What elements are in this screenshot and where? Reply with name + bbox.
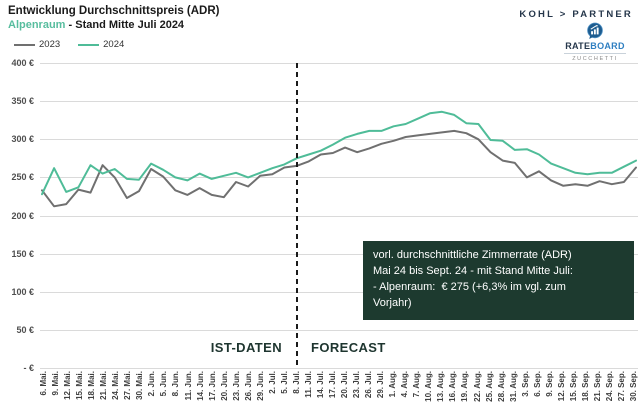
ist-daten-label: IST-DATEN xyxy=(210,340,282,355)
x-axis-tick-label: 12. Mai. xyxy=(63,371,73,400)
legend-item-2024: 2024 xyxy=(78,39,124,50)
x-axis-tick-label: 14. Jul. xyxy=(315,371,325,399)
x-axis-tick-label: 8. Jul. xyxy=(291,371,301,394)
x-axis-tick-label: 18. Sep. xyxy=(580,371,590,402)
x-axis-tick-label: 29. Jul. xyxy=(376,371,386,399)
x-axis-tick-label: 18. Mai. xyxy=(87,371,97,400)
x-axis-tick-label: 8. Jun. xyxy=(171,371,181,397)
x-axis-tick-label: 15. Sep. xyxy=(568,371,578,402)
rateboard-board-text: BOARD xyxy=(590,41,625,51)
legend-item-2023: 2023 xyxy=(14,39,60,50)
y-gridline xyxy=(40,368,638,369)
y-gridline xyxy=(40,139,638,141)
x-axis-tick-label: 15. Mai. xyxy=(75,371,85,400)
rateboard-rate-text: RATE xyxy=(565,41,591,51)
x-axis-tick-label: 10. Aug. xyxy=(424,371,434,402)
legend-line-swatch-2024 xyxy=(78,43,100,46)
legend-label-2024: 2024 xyxy=(103,39,125,50)
x-axis-tick-label: 2. Jul. xyxy=(267,371,277,394)
annotation-line: Mai 24 bis Sept. 24 - mit Stand Mitte Ju… xyxy=(373,265,573,278)
chart-legend: 2023 2024 xyxy=(14,39,124,50)
rateboard-logo: RATEBOARD ZUCCHETTI xyxy=(564,22,626,62)
x-axis-tick-label: 17. Jul. xyxy=(328,371,337,399)
x-axis-tick-label: 6. Sep. xyxy=(532,371,542,397)
series-layer xyxy=(41,110,637,208)
y-gridline xyxy=(40,291,638,293)
y-axis-tick-label: 50 € xyxy=(16,324,34,335)
x-axis-tick-label: 11. Jun. xyxy=(183,371,193,401)
x-axis-tick-label: 22. Aug. xyxy=(472,371,482,402)
x-axis-tick-label: 21. Sep. xyxy=(592,371,602,402)
series-line-2023 xyxy=(41,129,637,208)
y-axis-tick-label: 250 € xyxy=(11,172,34,183)
x-axis-tick-label: 3. Sep. xyxy=(520,371,530,397)
y-axis-tick-label: 100 € xyxy=(11,286,34,297)
x-axis-tick-label: 20. Jun. xyxy=(219,371,229,401)
y-gridline xyxy=(40,177,638,179)
chart-subtitle: Alpenraum - Stand Mitte Juli 2024 xyxy=(8,19,184,31)
x-axis-tick-label: 14. Jun. xyxy=(195,371,205,401)
y-gridline xyxy=(40,101,638,103)
x-axis-tick-label: 6. Mai. xyxy=(39,371,48,396)
y-gridline xyxy=(40,253,638,255)
x-axis-tick-label: 16. Aug. xyxy=(448,371,458,402)
x-axis-tick-label: 5. Jul. xyxy=(279,371,289,394)
chart-subtitle-region: Alpenraum xyxy=(8,19,66,31)
x-axis-tick-label: 19. Aug. xyxy=(460,371,470,402)
y-axis-tick-label: 400 € xyxy=(11,58,34,68)
x-axis-tick-label: 30. Mai. xyxy=(135,371,145,400)
y-axis-tick-label: 350 € xyxy=(11,96,34,107)
x-axis-tick-label: 4. Aug. xyxy=(400,371,410,398)
legend-line-swatch-2023 xyxy=(14,43,35,46)
series-line-2024 xyxy=(41,110,637,196)
x-axis-tick-label: 23. Jul. xyxy=(352,371,362,399)
x-axis-tick-label: 17. Jun. xyxy=(207,371,217,401)
y-gridline xyxy=(40,215,638,217)
x-axis-tick-label: 5. Jun. xyxy=(159,371,169,397)
annotation-line: vorl. durchschnittliche Zimmerrate (ADR) xyxy=(373,249,572,261)
chart-subtitle-rest: - Stand Mitte Juli 2024 xyxy=(65,19,185,31)
annotation-line: Vorjahr) xyxy=(373,297,412,310)
x-axis-tick-label: 27. Mai. xyxy=(123,371,133,400)
y-axis-tick-label: 300 € xyxy=(11,134,34,145)
rateboard-wordmark: RATEBOARD xyxy=(564,41,626,51)
forecast-divider-line xyxy=(295,63,298,367)
x-axis-tick-label: 26. Jul. xyxy=(364,371,374,399)
y-axis-tick-label: - € xyxy=(23,363,34,373)
kohl-partner-logo: KOHL > PARTNER xyxy=(519,9,633,20)
x-axis-tick-label: 2. Jun. xyxy=(147,371,157,397)
legend-label-2023: 2023 xyxy=(39,39,61,50)
x-axis-tick-label: 30. Sep. xyxy=(629,371,638,402)
x-axis-tick-label: 23. Jun. xyxy=(231,371,241,401)
x-axis-tick-label: 9. Mai. xyxy=(51,371,60,396)
x-axis-tick-label: 21. Mai. xyxy=(99,371,109,400)
x-axis-tick-label: 24. Sep. xyxy=(604,371,614,402)
x-axis-tick-label: 20. Jul. xyxy=(340,371,349,399)
x-axis-tick-label: 27. Sep. xyxy=(617,371,626,402)
x-axis-tick-label: 13. Aug. xyxy=(436,371,446,402)
x-axis-tick-label: 9. Sep. xyxy=(544,371,554,397)
x-axis-tick-label: 25. Aug. xyxy=(484,371,494,402)
x-axis-tick-label: 26. Jun. xyxy=(243,371,253,401)
x-axis-tick-label: 28. Aug. xyxy=(496,371,506,402)
y-gridline xyxy=(40,329,638,331)
annotation-box: vorl. durchschnittliche Zimmerrate (ADR)… xyxy=(363,241,634,320)
y-axis-tick-label: 200 € xyxy=(11,210,34,221)
chart-title: Entwicklung Durchschnittspreis (ADR) xyxy=(8,5,220,17)
zucchetti-label: ZUCCHETTI xyxy=(564,53,626,62)
x-axis-tick-label: 31. Aug. xyxy=(508,371,518,402)
x-axis-tick-label: 1. Aug. xyxy=(388,371,398,398)
y-gridline xyxy=(40,63,638,64)
x-axis-tick-label: 7. Aug. xyxy=(412,371,422,398)
x-axis-tick-label: 29. Jun. xyxy=(255,371,265,401)
x-axis-tick-label: 12. Sep. xyxy=(556,371,566,402)
x-axis-tick-label: 11. Jul. xyxy=(303,371,313,398)
annotation-line: - Alpenraum: € 275 (+6,3% im vgl. zum xyxy=(373,281,566,294)
rateboard-chart-bubble-icon xyxy=(587,22,603,39)
x-axis-tick-label: 24. Mai. xyxy=(111,371,121,400)
forecast-label: FORECAST xyxy=(311,340,386,355)
y-axis-tick-label: 150 € xyxy=(11,248,34,259)
